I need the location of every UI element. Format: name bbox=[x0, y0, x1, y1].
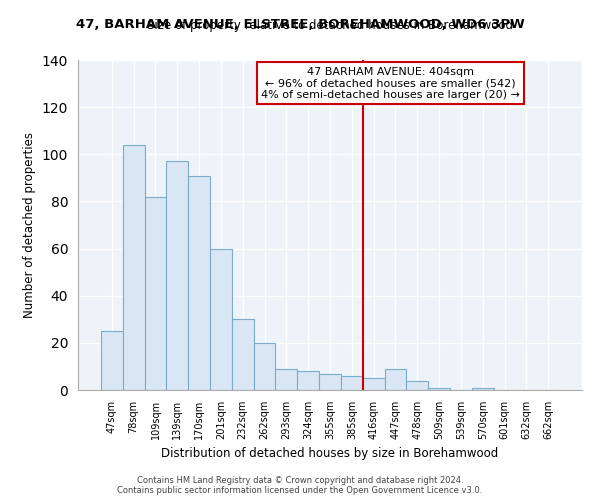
Bar bbox=[406, 380, 428, 390]
Bar bbox=[341, 376, 363, 390]
Bar bbox=[319, 374, 341, 390]
Bar bbox=[145, 196, 166, 390]
Bar bbox=[232, 320, 254, 390]
X-axis label: Distribution of detached houses by size in Borehamwood: Distribution of detached houses by size … bbox=[161, 448, 499, 460]
Bar bbox=[210, 248, 232, 390]
Bar bbox=[385, 369, 406, 390]
Bar bbox=[275, 369, 297, 390]
Bar bbox=[101, 331, 123, 390]
Bar bbox=[254, 343, 275, 390]
Text: 47 BARHAM AVENUE: 404sqm
← 96% of detached houses are smaller (542)
4% of semi-d: 47 BARHAM AVENUE: 404sqm ← 96% of detach… bbox=[261, 66, 520, 100]
Title: Size of property relative to detached houses in Borehamwood: Size of property relative to detached ho… bbox=[147, 20, 513, 32]
Bar bbox=[123, 145, 145, 390]
Bar bbox=[166, 162, 188, 390]
Bar bbox=[428, 388, 450, 390]
Text: 47, BARHAM AVENUE, ELSTREE, BOREHAMWOOD, WD6 3PW: 47, BARHAM AVENUE, ELSTREE, BOREHAMWOOD,… bbox=[76, 18, 524, 30]
Bar bbox=[472, 388, 494, 390]
Bar bbox=[188, 176, 210, 390]
Text: Contains HM Land Registry data © Crown copyright and database right 2024.
Contai: Contains HM Land Registry data © Crown c… bbox=[118, 476, 482, 495]
Bar bbox=[297, 371, 319, 390]
Bar bbox=[363, 378, 385, 390]
Y-axis label: Number of detached properties: Number of detached properties bbox=[23, 132, 37, 318]
